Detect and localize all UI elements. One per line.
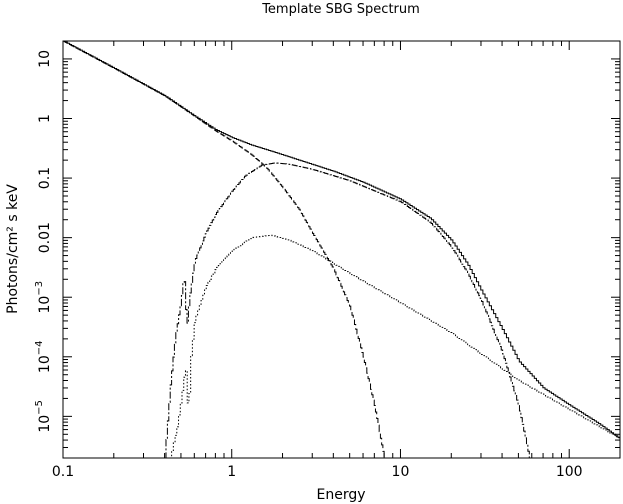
y-tick-base: 10 [37,355,53,373]
y-tick-base: 0.01 [37,222,53,253]
y-tick-label-text: 10−3 [34,281,53,314]
y-tick-exponent: −3 [34,281,45,296]
y-tick-label: 10−5 [34,400,53,433]
series-dotted-line [169,234,620,458]
y-tick-label-text: 1 [37,114,53,123]
y-tick-label: 10−3 [34,281,53,314]
x-axis-label: Energy [316,487,365,503]
y-tick-label-text: 0.01 [37,222,53,253]
y-tick-base: 10 [37,415,53,433]
y-tick-label: 0.1 [37,167,53,189]
y-tick-exponent: −4 [34,341,45,356]
y-tick-base: 1 [37,114,53,123]
y-tick-label-text: 10−5 [34,400,53,433]
y-tick-label-text: 0.1 [37,167,53,189]
y-tick-label-text: 10 [37,50,53,68]
y-tick-label: 0.01 [37,222,53,253]
axis-ticks [62,40,621,459]
x-tick-label: 0.1 [52,464,74,480]
series-dashed-line [63,41,385,458]
x-tick-label: 10 [392,464,410,480]
y-tick-label: 10−4 [34,341,53,374]
y-axis-label: Photons/cm² s keV [5,184,21,314]
y-tick-exponent: −5 [34,400,45,415]
y-tick-base: 0.1 [37,167,53,189]
chart-title: Template SBG Spectrum [261,2,420,17]
y-tick-base: 10 [37,50,53,68]
x-tick-label: 1 [227,464,236,480]
series-dash-dot-line [164,162,530,458]
y-tick-label-text: 10−4 [34,341,53,374]
y-tick-label: 1 [37,114,53,123]
y-tick-label: 10 [37,50,53,68]
y-tick-base: 10 [37,296,53,314]
series-layer [63,41,620,458]
plot-frame [62,40,621,459]
x-tick-label: 100 [556,464,583,480]
